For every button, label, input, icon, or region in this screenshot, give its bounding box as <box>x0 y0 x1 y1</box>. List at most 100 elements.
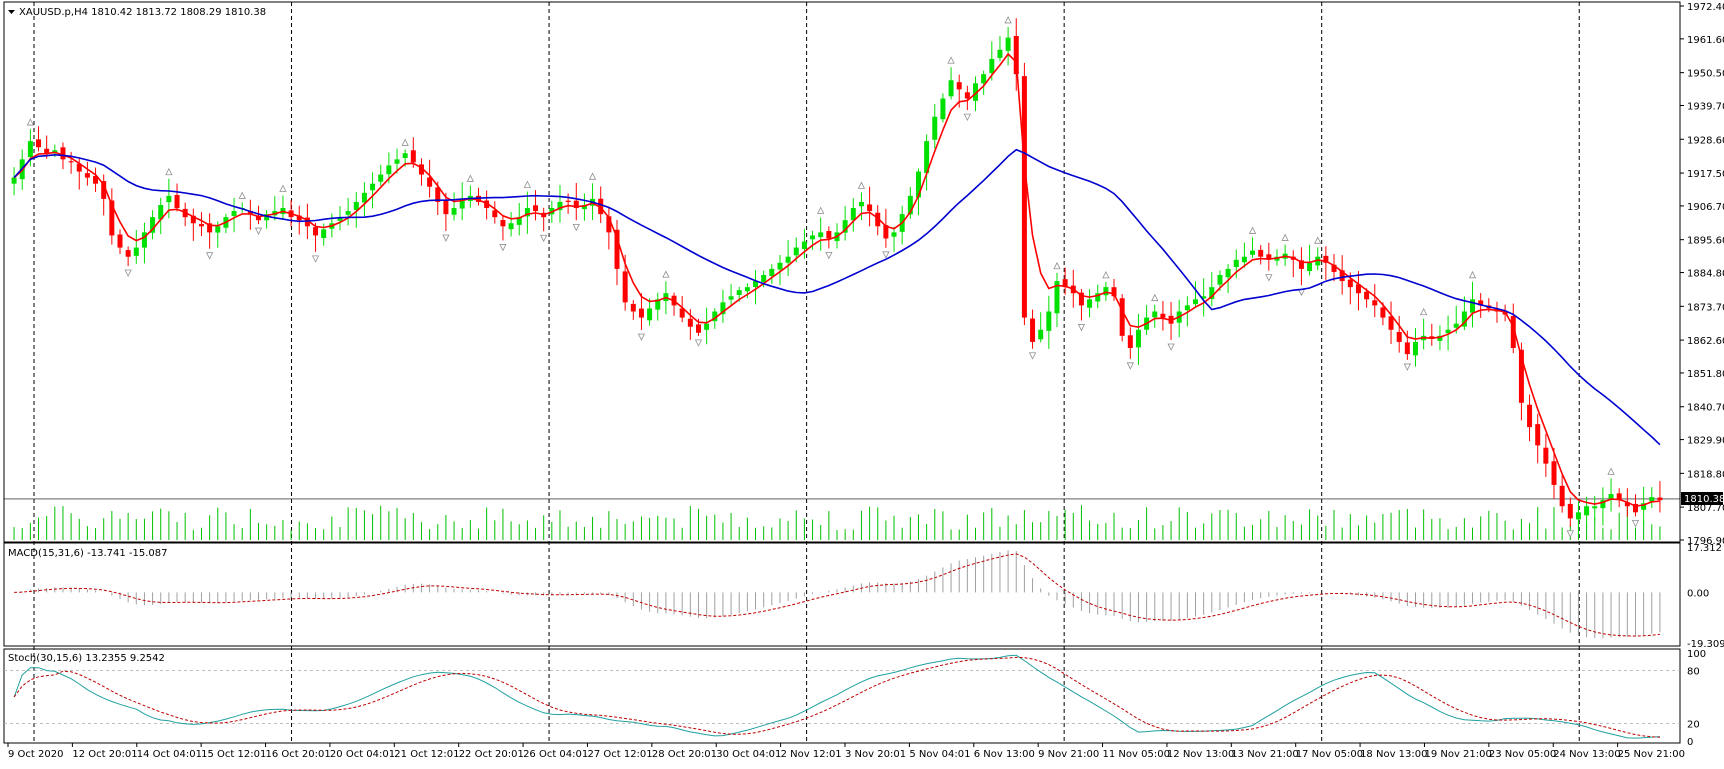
candle-layer <box>11 18 1663 537</box>
candle-body <box>36 139 42 148</box>
candle-body <box>1461 311 1467 327</box>
candle-body <box>150 217 156 233</box>
candle-body <box>353 201 359 210</box>
fractal-up-marker <box>238 191 246 199</box>
candle-body <box>1323 255 1329 263</box>
candle-body <box>1649 497 1655 502</box>
stoch-title: Stoch(30,15,6) 13.2355 9.2542 <box>8 653 165 664</box>
candle-body <box>1551 461 1557 485</box>
candle-body <box>1478 300 1484 306</box>
candle-body <box>1535 424 1541 446</box>
candle-body <box>1119 298 1125 336</box>
candle-body <box>1111 287 1117 297</box>
candle-body <box>867 204 873 212</box>
candle-body <box>679 308 685 318</box>
candle-body <box>451 208 457 215</box>
y-tick-label: 1862.60 <box>1687 336 1724 347</box>
candle-body <box>573 200 579 209</box>
fractal-up-marker <box>26 118 35 126</box>
candle-body <box>997 49 1003 58</box>
fractal-up-marker <box>401 138 409 146</box>
candle-body <box>158 204 164 220</box>
candle-body <box>1641 503 1647 510</box>
stoch-tick-label: 100 <box>1687 649 1706 660</box>
candle-body <box>761 274 767 282</box>
stoch-tick-label: 20 <box>1687 719 1700 730</box>
candle-body <box>337 217 343 221</box>
candle-body <box>1307 262 1313 272</box>
x-tick-label: 27 Oct 12:01 <box>587 749 652 760</box>
chart-header-title: XAUUSD.p,H4 1810.42 1813.72 1808.29 1810… <box>19 7 266 18</box>
fractal-down-marker <box>1403 363 1411 371</box>
candle-body <box>361 192 367 203</box>
y-tick-label: 1884.80 <box>1687 269 1724 280</box>
candle-body <box>1241 256 1247 263</box>
fractal-up-marker <box>1053 261 1061 270</box>
candle-body <box>1632 503 1638 513</box>
candle-body <box>1592 506 1598 509</box>
candle-body <box>125 250 131 257</box>
fractal-down-marker <box>540 234 548 243</box>
candle-body <box>1258 249 1264 257</box>
candle-body <box>606 216 612 233</box>
candle-body <box>84 173 90 178</box>
fractal-up-marker <box>1607 467 1615 475</box>
candle-body <box>769 268 775 277</box>
slow-ma-line <box>13 148 1661 446</box>
candle-body <box>1600 500 1606 509</box>
candle-body <box>1233 259 1239 268</box>
symbol-dropdown-icon[interactable] <box>8 10 15 14</box>
candle-body <box>1217 274 1223 285</box>
fractal-down-marker <box>694 339 703 347</box>
candle-body <box>818 232 824 238</box>
y-tick-label: 1928.60 <box>1687 135 1724 146</box>
moving-average-layer <box>13 52 1661 508</box>
fractal-up-marker <box>857 181 866 189</box>
candle-body <box>1396 331 1402 342</box>
candle-body <box>1038 329 1044 340</box>
candle-body <box>777 262 783 270</box>
candle-body <box>370 183 376 191</box>
candle-body <box>410 150 416 163</box>
candle-body <box>1095 293 1101 302</box>
candle-body <box>915 171 921 198</box>
candle-body <box>1315 256 1321 266</box>
fractal-up-marker <box>1248 226 1257 234</box>
candle-body <box>516 217 522 225</box>
candle-body <box>1152 311 1158 318</box>
fractal-down-marker <box>963 113 972 122</box>
x-tick-label: 25 Nov 21:00 <box>1618 749 1685 760</box>
candle-body <box>1193 299 1199 305</box>
fractal-down-marker <box>1077 324 1086 332</box>
candle-body <box>622 271 628 303</box>
fractal-up-marker <box>662 270 670 278</box>
axis-layer: 1972.40 1961.60 1950.50 1939.70 1928.60 1917.… <box>7 2 1724 760</box>
y-tick-label: 1906.70 <box>1687 202 1724 213</box>
candle-body <box>736 290 742 296</box>
candle-body <box>1266 254 1272 260</box>
x-tick-label: 26 Oct 04:01 <box>523 749 588 760</box>
candle-body <box>581 204 587 210</box>
candle-body <box>801 241 807 250</box>
fractal-down-marker <box>499 244 507 252</box>
candle-body <box>1380 307 1386 318</box>
y-tick-label: 1818.80 <box>1687 469 1724 480</box>
candle-body <box>247 210 253 215</box>
candle-body <box>720 302 726 315</box>
candle-body <box>256 216 262 221</box>
fractal-up-marker <box>1281 233 1289 241</box>
candle-body <box>826 230 832 239</box>
candle-body <box>1347 279 1353 288</box>
fractal-down-marker <box>254 227 263 235</box>
candle-body <box>1078 292 1084 306</box>
y-tick-label: 1840.70 <box>1687 403 1724 414</box>
candle-body <box>1527 404 1533 428</box>
fractal-down-marker <box>572 223 580 232</box>
macd-layer <box>14 550 1661 639</box>
candle-body <box>1575 512 1581 520</box>
candle-body <box>492 210 498 218</box>
fractal-down-marker <box>1631 519 1640 528</box>
candle-body <box>101 181 107 199</box>
